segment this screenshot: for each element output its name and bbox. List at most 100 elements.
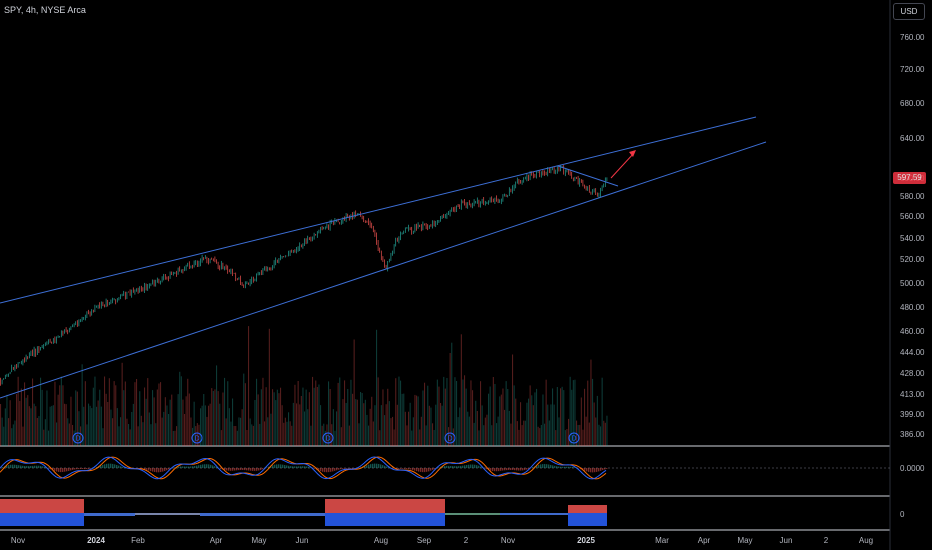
oscillator-histogram-bar [58, 468, 60, 472]
oscillator-histogram-bar [320, 468, 322, 472]
volume-bar [580, 397, 582, 446]
volume-bar [392, 416, 394, 446]
oscillator-histogram-bar [234, 468, 236, 471]
volume-bar [112, 418, 114, 446]
oscillator-histogram-bar [520, 468, 522, 471]
volume-bar [433, 430, 435, 446]
oscillator-histogram-bar [420, 468, 422, 472]
volume-bar [257, 394, 259, 446]
projection-arrow-line[interactable] [610, 152, 635, 179]
volume-bar [500, 394, 502, 446]
oscillator-histogram-bar [398, 468, 400, 469]
volume-bar [20, 388, 22, 446]
dividend-icon[interactable] [322, 432, 334, 444]
oscillator-histogram-bar [388, 467, 390, 468]
volume-bar [177, 394, 179, 446]
volume-bar [366, 414, 368, 446]
oscillator-histogram-bar [142, 468, 144, 469]
volume-bar [219, 403, 221, 446]
oscillator-histogram-bar [198, 465, 200, 469]
volume-bar [347, 389, 349, 446]
oscillator-histogram-bar [334, 468, 336, 471]
symbol-info[interactable]: SPY, 4h, NYSE Arca [4, 5, 86, 15]
volume-bar [563, 390, 565, 446]
volume-bar [484, 417, 486, 446]
oscillator-histogram-bar [158, 468, 160, 473]
time-axis-label: May [737, 536, 752, 545]
dividend-icon[interactable] [568, 432, 580, 444]
volume-bar [70, 396, 72, 446]
volume-bar [459, 407, 461, 446]
histogram-block-negative [0, 513, 84, 526]
volume-bar [476, 411, 478, 446]
volume-bar [222, 392, 224, 446]
volume-bar [494, 384, 496, 446]
volume-bar [60, 376, 62, 446]
volume-bar [185, 396, 187, 446]
oscillator-histogram-bar [114, 464, 116, 468]
projection-arrow-head[interactable] [629, 150, 636, 157]
volume-bar [518, 429, 520, 446]
volume-bar [206, 416, 208, 446]
descending-trendline[interactable] [557, 165, 619, 187]
volume-bar [537, 426, 539, 446]
oscillator-histogram-bar [338, 468, 340, 470]
volume-bar [211, 388, 213, 446]
volume-bar [558, 417, 560, 446]
volume-bar [12, 424, 14, 446]
dividend-icon-label: D [325, 436, 330, 443]
volume-bar [388, 401, 390, 446]
volume-bar [232, 398, 234, 446]
volume-bar [300, 396, 302, 446]
volume-bar [180, 376, 182, 446]
oscillator-histogram-bar [28, 466, 30, 469]
oscillator-histogram-bar [268, 466, 270, 469]
lower-channel-line[interactable] [0, 141, 767, 399]
volume-bar [156, 389, 158, 446]
volume-bar [57, 394, 59, 446]
volume-bar [422, 390, 424, 446]
volume-bar [521, 425, 523, 446]
price-axis[interactable]: 760.00720.00680.00640.00600.00580.00560.… [900, 33, 925, 519]
upper-channel-line[interactable] [0, 116, 757, 304]
volume-bar [304, 411, 306, 446]
volume-bar [4, 408, 6, 446]
oscillator-histogram-bar [490, 468, 492, 471]
volume-bar [144, 387, 146, 446]
dividend-icon-label: D [194, 436, 199, 443]
volume-bar [460, 334, 462, 446]
dividend-icon[interactable] [72, 432, 84, 444]
oscillator-histogram-bar [400, 468, 402, 469]
dividend-icon[interactable] [191, 432, 203, 444]
oscillator-histogram-bar [206, 464, 208, 469]
oscillator-histogram-bar [152, 468, 154, 472]
volume-bar [420, 416, 422, 446]
volume-bar [499, 396, 501, 446]
oscillator-histogram-bar [232, 468, 234, 471]
volume-bar [516, 421, 518, 446]
time-axis[interactable]: Nov 2024 Feb Apr May Jun Aug Sep 2 Nov 2025 Mar Apr M… [11, 536, 873, 545]
volume-bar [296, 403, 298, 446]
volume-bar [65, 404, 67, 446]
volume-bar [94, 376, 96, 446]
histogram-block [135, 513, 200, 515]
oscillator-histogram-bar [342, 468, 344, 469]
oscillator-histogram-bar [246, 468, 248, 471]
volume-bar [270, 413, 272, 446]
volume-bar [142, 422, 144, 446]
volume-bar [358, 423, 360, 446]
oscillator-histogram-bar [104, 464, 106, 469]
currency-button[interactable]: USD [893, 3, 925, 20]
volume-bar [582, 429, 584, 446]
drawing-tools[interactable] [0, 116, 767, 399]
volume-bar [464, 375, 466, 446]
oscillator-histogram-bar [70, 468, 72, 471]
volume-bar [408, 411, 410, 446]
oscillator-histogram-bar [590, 468, 592, 473]
oscillator-histogram-bar [288, 465, 290, 469]
dividend-icon[interactable] [444, 432, 456, 444]
oscillator-histogram-bar [572, 466, 574, 468]
oscillator-histogram-bar [424, 468, 426, 473]
